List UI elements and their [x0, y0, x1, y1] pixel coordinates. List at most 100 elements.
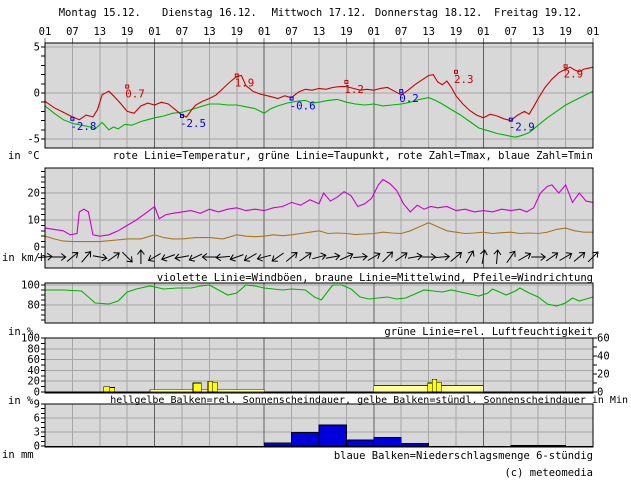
wind-direction-arrow — [51, 253, 67, 261]
day-label: Donnerstag 18.12. — [375, 7, 482, 19]
wind-direction-arrow — [395, 252, 408, 262]
y-tick-label: 10 — [27, 215, 40, 227]
wind-direction-arrow — [407, 252, 423, 261]
humidity-line — [45, 284, 594, 307]
tmax-marker — [125, 84, 130, 89]
sun-hourly-bar — [436, 381, 442, 393]
y-tick-label: 0 — [34, 387, 40, 399]
tmax-marker — [344, 79, 349, 84]
humidity-caption: grüne Linie=rel. Luftfeuchtigkeit — [384, 326, 593, 338]
copyright: (c) meteomedia — [504, 467, 593, 479]
hour-label: 07 — [66, 26, 79, 38]
day-label: Montag 15.12. — [59, 7, 141, 19]
wind-direction-arrow — [271, 252, 284, 262]
hour-label: 19 — [559, 26, 572, 38]
wind-direction-arrow — [435, 252, 451, 261]
hour-label: 01 — [367, 26, 380, 38]
y-tick-label: 60 — [27, 354, 40, 366]
wind-direction-arrow — [201, 253, 217, 261]
wind-direction-arrow — [107, 252, 120, 262]
tmax-label: 2.9 — [564, 67, 584, 80]
sun-hourly-bar — [427, 382, 433, 393]
hour-label: 07 — [504, 26, 517, 38]
wind-unit-label: in km/h — [2, 252, 47, 264]
y-tick-label: 6 — [34, 412, 40, 424]
temperature-unit-label: in °C — [8, 150, 40, 162]
precip-bar — [345, 439, 375, 447]
sunshine-right-tick-label: 60 — [597, 333, 610, 345]
temperature-border — [44, 42, 594, 149]
wind-direction-arrow — [518, 252, 532, 261]
hour-label: 13 — [313, 26, 326, 38]
precip-bar — [318, 424, 347, 447]
wind-direction-arrow — [325, 252, 341, 261]
wind-direction-arrow — [243, 253, 257, 262]
hour-label: 13 — [93, 26, 106, 38]
sun-hourly-bar — [207, 380, 213, 393]
y-tick-label: 3 — [34, 426, 40, 438]
hour-label: 01 — [258, 26, 271, 38]
sunshine-right-tick-label: 0 — [597, 387, 603, 399]
wind-direction-arrow — [421, 253, 437, 261]
precip-bar — [373, 437, 402, 447]
wind-direction-arrow — [480, 249, 488, 264]
wind-direction-arrow — [174, 253, 189, 262]
hour-label: 07 — [395, 26, 408, 38]
mean_wind-line — [44, 222, 593, 243]
tmin-marker — [399, 89, 404, 94]
wind-direction-arrow — [353, 252, 368, 261]
hour-label: 13 — [203, 26, 216, 38]
y-tick-label: 20 — [27, 188, 40, 200]
tmin-marker — [289, 96, 294, 101]
precip-bar — [400, 442, 430, 447]
wind-direction-arrow — [147, 253, 161, 262]
humidity-unit-label: in % — [8, 326, 34, 338]
day-label: Dienstag 16.12. — [162, 7, 257, 19]
y-tick-label: 80 — [27, 300, 40, 312]
hour-label: 13 — [532, 26, 545, 38]
sunshine-unit-label: in % — [8, 395, 34, 407]
wind-direction-arrow — [229, 254, 244, 262]
tmax-marker — [454, 69, 458, 74]
tmax-label: 1.9 — [235, 77, 255, 90]
tmax-marker — [234, 73, 239, 78]
wind-caption: violette Linie=Windböen, braune Linie=Mi… — [156, 272, 593, 284]
temperature-line — [44, 66, 594, 122]
wind-direction-arrow — [531, 253, 547, 261]
y-tick-label: 0 — [34, 88, 40, 100]
wind-direction-arrow — [493, 249, 502, 265]
hour-label: 01 — [39, 26, 52, 38]
sun-hourly-bar — [431, 379, 438, 393]
hour-label: 07 — [176, 26, 189, 38]
tmax-marker — [563, 64, 568, 69]
wind-direction-arrow — [506, 250, 516, 264]
y-tick-label: 9 — [34, 398, 40, 410]
hour-label: 19 — [121, 26, 134, 38]
wind-direction-arrow — [382, 251, 394, 263]
y-tick-label: 0 — [34, 242, 40, 254]
wind-direction-arrow — [339, 252, 354, 261]
precip-bar — [291, 432, 320, 447]
tmax-label: 1.2 — [344, 83, 364, 96]
y-tick-label: 100 — [21, 280, 40, 292]
hour-label: 01 — [477, 26, 490, 38]
sun-hourly-bar — [103, 386, 111, 393]
tmin-label: -2.9 — [509, 121, 535, 134]
sun-hourly-bar — [212, 381, 218, 393]
humidity-border — [44, 282, 594, 324]
wind-direction-arrow — [256, 253, 272, 262]
wind-direction-arrow — [299, 252, 312, 262]
hour-label: 01 — [148, 26, 161, 38]
sun-hourly-bar — [192, 382, 202, 393]
tmax-label: 0.7 — [125, 88, 145, 101]
precipitation-unit-label: in mm — [2, 449, 34, 461]
wind-direction-arrow — [137, 249, 145, 264]
tmin-marker — [508, 117, 513, 122]
wind-direction-arrow — [188, 253, 203, 262]
y-tick-label: -5 — [27, 134, 40, 146]
hour-label: 13 — [422, 26, 435, 38]
wind-direction-arrow — [215, 253, 231, 262]
hour-label: 19 — [230, 26, 243, 38]
